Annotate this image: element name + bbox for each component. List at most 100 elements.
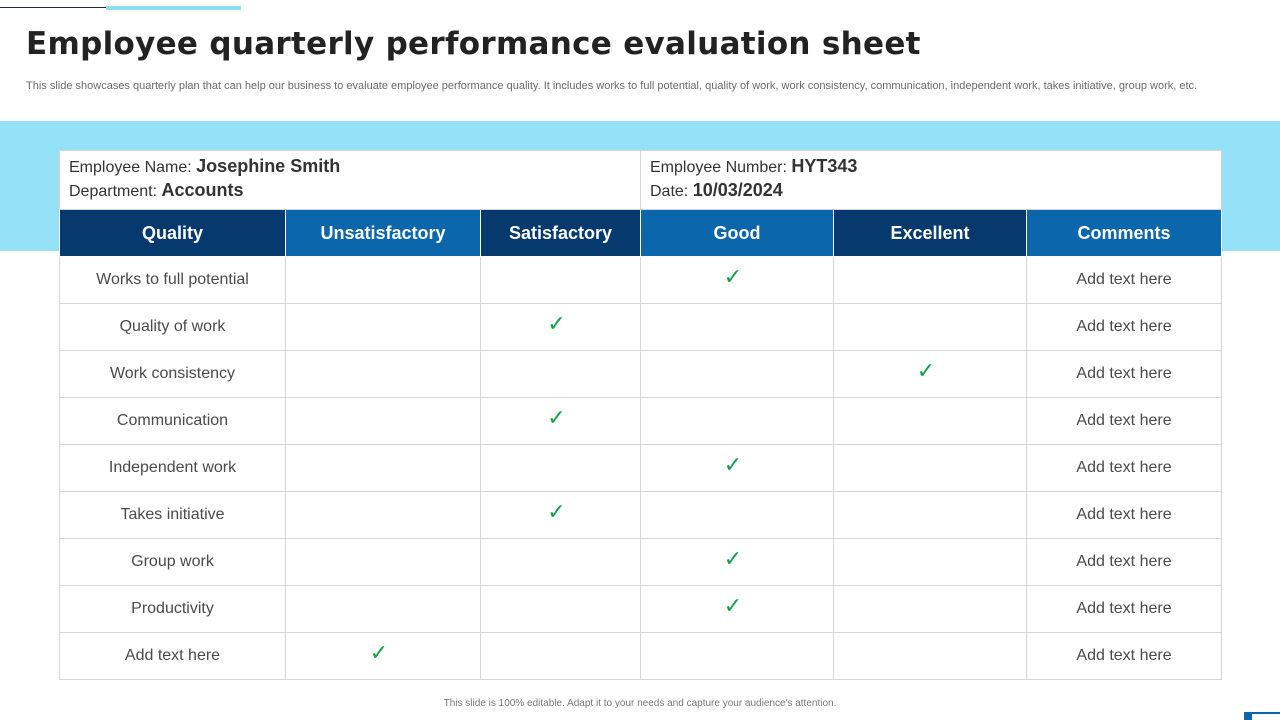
corner-mark-square [1244,712,1252,720]
checkmark-icon: ✓ [547,500,566,525]
quality-cell[interactable]: Work consistency [59,350,286,398]
comment-cell[interactable]: Add text here [1025,491,1223,539]
column-header-quality: Quality [59,209,286,257]
rating-cell-excellent[interactable] [833,585,1027,633]
table-row: Group work ✓ Add text here [59,538,1223,586]
rating-cell-good[interactable]: ✓ [640,256,834,304]
checkmark-icon: ✓ [916,359,936,384]
date-value[interactable]: 10/03/2024 [692,180,783,200]
comment-cell[interactable]: Add text here [1025,350,1223,398]
rating-cell-good[interactable] [640,397,834,445]
rating-cell-unsatisfactory[interactable] [285,491,481,539]
rating-cell-excellent[interactable] [833,491,1027,539]
department-line: Department: Accounts [69,180,244,200]
page-subtitle: This slide showcases quarterly plan that… [26,80,1198,92]
quality-cell[interactable]: Add text here [59,632,286,680]
column-header-unsatisfactory: Unsatisfactory [285,209,481,257]
rating-cell-unsatisfactory[interactable] [285,538,481,586]
checkmark-icon: ✓ [547,312,566,337]
table-row: Add text here ✓ Add text here [59,632,1223,680]
rating-cell-good[interactable]: ✓ [640,585,834,633]
rating-cell-excellent[interactable] [833,632,1027,680]
quality-cell[interactable]: Communication [59,397,286,445]
department-label: Department [69,183,153,200]
checkmark-icon: ✓ [723,547,743,572]
rating-cell-satisfactory[interactable] [480,538,641,586]
footer-note: This slide is 100% editable. Adapt it to… [443,698,837,709]
rating-cell-unsatisfactory[interactable] [285,350,481,398]
date-label: Date [650,183,684,200]
rating-cell-excellent[interactable] [833,397,1027,445]
quality-cell[interactable]: Takes initiative [59,491,286,539]
comment-cell[interactable]: Add text here [1025,303,1223,351]
table-header-row: Quality Unsatisfactory Satisfactory Good… [59,209,1223,257]
rating-cell-excellent[interactable]: ✓ [833,350,1027,398]
checkmark-icon: ✓ [723,453,743,478]
rating-cell-unsatisfactory[interactable] [285,397,481,445]
rating-cell-unsatisfactory[interactable] [285,444,481,492]
rating-cell-unsatisfactory[interactable] [285,303,481,351]
employee-number-line: Employee Number: HYT343 [650,156,858,176]
department-value[interactable]: Accounts [161,180,244,200]
rating-cell-good[interactable] [640,491,834,539]
evaluation-table: Employee Name: Josephine Smith Departmen… [59,150,1223,680]
employee-info-right: Employee Number: HYT343 Date: 10/03/2024 [639,150,1223,210]
employee-name-line: Employee Name: Josephine Smith [69,156,341,176]
rating-cell-good[interactable] [640,350,834,398]
rating-cell-good[interactable]: ✓ [640,444,834,492]
rating-cell-satisfactory[interactable]: ✓ [480,491,641,539]
column-header-good: Good [640,209,834,257]
rating-cell-satisfactory[interactable] [480,585,641,633]
checkmark-icon: ✓ [723,265,743,290]
rating-cell-satisfactory[interactable] [480,350,641,398]
column-header-satisfactory: Satisfactory [480,209,641,257]
column-header-excellent: Excellent [833,209,1027,257]
employee-info-left: Employee Name: Josephine Smith Departmen… [59,150,641,210]
comment-cell[interactable]: Add text here [1025,538,1223,586]
rating-cell-unsatisfactory[interactable] [285,585,481,633]
rating-cell-excellent[interactable] [833,303,1027,351]
quality-cell[interactable]: Group work [59,538,286,586]
table-body: Works to full potential ✓ Add text here Qua… [59,256,1223,680]
checkmark-icon: ✓ [547,406,566,431]
comment-cell[interactable]: Add text here [1025,397,1223,445]
rating-cell-good[interactable] [640,632,834,680]
rating-cell-unsatisfactory[interactable]: ✓ [285,632,481,680]
rating-cell-satisfactory[interactable] [480,444,641,492]
quality-cell[interactable]: Independent work [59,444,286,492]
rating-cell-satisfactory[interactable]: ✓ [480,397,641,445]
date-line: Date: 10/03/2024 [650,180,783,200]
comment-cell[interactable]: Add text here [1025,632,1223,680]
checkmark-icon: ✓ [369,641,389,666]
rating-cell-good[interactable]: ✓ [640,538,834,586]
table-row: Takes initiative ✓ Add text here [59,491,1223,539]
rating-cell-excellent[interactable] [833,256,1027,304]
rating-cell-satisfactory[interactable]: ✓ [480,303,641,351]
employee-name-value[interactable]: Josephine Smith [196,156,341,176]
comment-cell[interactable]: Add text here [1025,585,1223,633]
rating-cell-good[interactable] [640,303,834,351]
rating-cell-unsatisfactory[interactable] [285,256,481,304]
comment-cell[interactable]: Add text here [1025,444,1223,492]
corner-mark-line [1252,712,1280,714]
table-row: Productivity ✓ Add text here [59,585,1223,633]
employee-number-value[interactable]: HYT343 [791,156,858,176]
rating-cell-satisfactory[interactable] [480,632,641,680]
top-accent-bar [106,6,241,10]
employee-name-label: Employee Name [69,159,188,176]
top-accent-line [0,7,106,8]
table-row: Work consistency ✓ Add text here [59,350,1223,398]
table-row: Quality of work ✓ Add text here [59,303,1223,351]
employee-info-row: Employee Name: Josephine Smith Departmen… [59,150,1223,210]
quality-cell[interactable]: Productivity [59,585,286,633]
table-row: Communication ✓ Add text here [59,397,1223,445]
rating-cell-excellent[interactable] [833,444,1027,492]
employee-number-label: Employee Number [650,159,783,176]
rating-cell-excellent[interactable] [833,538,1027,586]
page-title: Employee quarterly performance evaluatio… [26,26,921,62]
rating-cell-satisfactory[interactable] [480,256,641,304]
comment-cell[interactable]: Add text here [1025,256,1223,304]
quality-cell[interactable]: Quality of work [59,303,286,351]
quality-cell[interactable]: Works to full potential [59,256,286,304]
table-row: Works to full potential ✓ Add text here [59,256,1223,304]
